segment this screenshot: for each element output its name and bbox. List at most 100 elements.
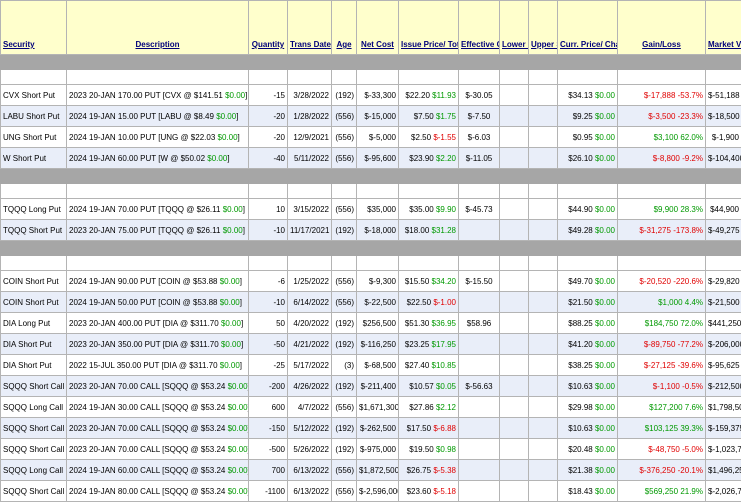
underlying-change: $0.00 [228, 382, 248, 391]
net-cost-cell: $-211,400 [357, 376, 399, 397]
issue-price-cell: $17.50 $-6.88 [399, 418, 459, 439]
column-header[interactable]: Gain/Loss [618, 1, 706, 55]
gain-percent: 4.4% [685, 298, 703, 307]
column-header[interactable]: Lower Stop Limit [500, 1, 529, 55]
column-header[interactable]: Trans Date [288, 1, 332, 55]
issue-price: $19.50 [409, 445, 433, 454]
lower-stop-cell [500, 355, 529, 376]
gain-value: $3,100 [654, 133, 678, 142]
issue-price: $26.75 [407, 466, 431, 475]
current-price-cell: $34.13 $0.00 [558, 85, 618, 106]
age-cell: (556) [332, 271, 357, 292]
age-cell: (556) [332, 106, 357, 127]
gain-loss-cell: $-31,275 -173.8% [618, 220, 706, 241]
lower-stop-cell [500, 271, 529, 292]
current-price: $44.90 [568, 205, 592, 214]
gain-percent: -23.3% [678, 112, 703, 121]
effective-cost-cell [459, 439, 500, 460]
trans-date-cell: 3/28/2022 [288, 85, 332, 106]
trans-date-cell: 4/7/2022 [288, 397, 332, 418]
gain-value: $9,900 [654, 205, 678, 214]
description-cell: 2024 19-JAN 90.00 PUT [COIN @ $53.88 $0.… [67, 271, 249, 292]
net-cost-cell: $-18,000 [357, 220, 399, 241]
column-header[interactable]: Curr. Price/ Change Today [558, 1, 618, 55]
effective-cost-cell [459, 418, 500, 439]
lower-stop-cell [500, 313, 529, 334]
age-cell: (556) [332, 199, 357, 220]
lower-stop-cell [500, 220, 529, 241]
column-header[interactable]: Issue Price/ Total Change [399, 1, 459, 55]
gain-value: $-8,800 [653, 154, 680, 163]
age-cell: (192) [332, 313, 357, 334]
age-cell: (3) [332, 355, 357, 376]
net-cost-cell: $1,872,500 [357, 460, 399, 481]
total-change: $17.95 [432, 340, 456, 349]
effective-cost-cell: $-15.50 [459, 271, 500, 292]
description-cell: 2023 20-JAN 400.00 PUT [DIA @ $311.70 $0… [67, 313, 249, 334]
trans-date-cell: 4/26/2022 [288, 376, 332, 397]
description-text: 2024 19-JAN 90.00 PUT [COIN @ $53.88 [69, 277, 218, 286]
change-today: $0.00 [595, 154, 615, 163]
column-header[interactable]: Quantity [249, 1, 288, 55]
effective-cost-cell [459, 292, 500, 313]
issue-price-cell: $7.50 $1.75 [399, 106, 459, 127]
issue-price: $2.50 [411, 133, 431, 142]
issue-price: $51.30 [405, 319, 429, 328]
description-text: 2024 19-JAN 30.00 CALL [SQQQ @ $53.24 [69, 403, 225, 412]
description-cell: 2024 19-JAN 15.00 PUT [LABU @ $8.49 $0.0… [67, 106, 249, 127]
quantity-cell: -20 [249, 127, 288, 148]
current-price: $34.13 [568, 91, 592, 100]
issue-price: $7.50 [414, 112, 434, 121]
total-change: $0.98 [436, 445, 456, 454]
gain-loss-cell: $-48,750 -5.0% [618, 439, 706, 460]
gain-percent: -220.6% [673, 277, 703, 286]
column-header[interactable]: Security [1, 1, 67, 55]
upper-stop-cell [529, 271, 558, 292]
column-header[interactable]: Market Value [706, 1, 741, 55]
column-header[interactable]: Effective Cost /Shr [459, 1, 500, 55]
column-header[interactable]: Net Cost [357, 1, 399, 55]
market-value-cell: $-21,500 [706, 292, 741, 313]
current-price: $29.98 [568, 403, 592, 412]
trans-date-cell: 5/11/2022 [288, 148, 332, 169]
gain-value: $569,250 [645, 487, 678, 496]
spacer-row [1, 184, 741, 199]
market-value-cell: $-1,900 [706, 127, 741, 148]
security-cell: SQQQ Long Call [1, 460, 67, 481]
gain-percent: 72.0% [680, 319, 703, 328]
effective-cost-cell: $-6.03 [459, 127, 500, 148]
lower-stop-cell [500, 418, 529, 439]
upper-stop-cell [529, 127, 558, 148]
description-text: 2023 20-JAN 70.00 CALL [SQQQ @ $53.24 [69, 424, 225, 433]
change-today: $0.00 [595, 424, 615, 433]
lower-stop-cell [500, 199, 529, 220]
trans-date-cell: 5/12/2022 [288, 418, 332, 439]
column-header[interactable]: Description [67, 1, 249, 55]
gain-loss-cell: $-27,125 -39.6% [618, 355, 706, 376]
gain-percent: -39.6% [678, 361, 703, 370]
issue-price: $27.86 [409, 403, 433, 412]
total-change: $2.12 [436, 403, 456, 412]
column-header[interactable]: Age [332, 1, 357, 55]
column-header[interactable]: Upper Stop Limit [529, 1, 558, 55]
net-cost-cell: $-9,300 [357, 271, 399, 292]
